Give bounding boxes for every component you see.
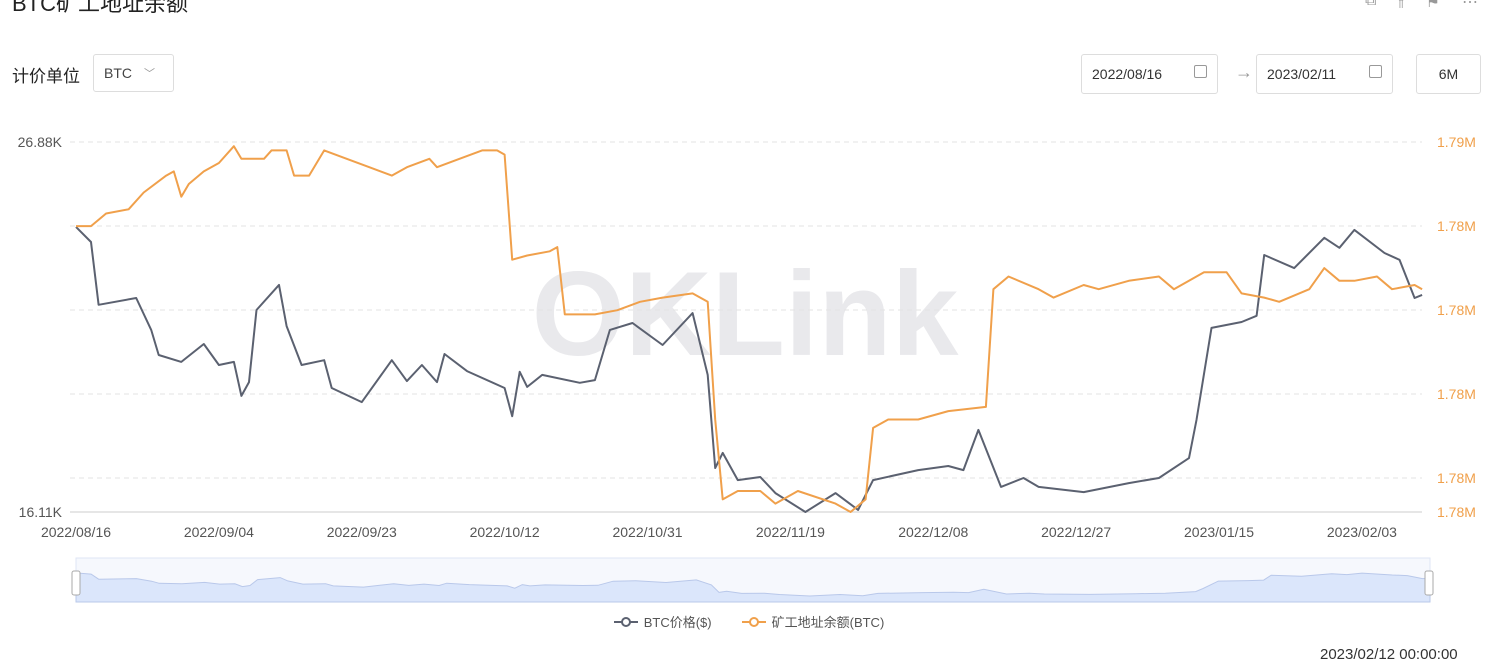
- left-axis-tick-label: 16.11K: [19, 504, 63, 520]
- x-axis-tick-label: 2022/10/31: [612, 524, 682, 540]
- calendar-icon: [1369, 65, 1382, 78]
- chevron-down-icon: ﹀: [144, 68, 155, 80]
- legend-label: BTC价格($): [643, 615, 712, 630]
- footer-timestamp: 2023/02/12 00:00:00: [1320, 646, 1458, 663]
- right-axis-tick-label: 1.78M: [1437, 470, 1476, 486]
- unit-value: BTC: [104, 65, 132, 81]
- legend: BTC价格($) 矿工地址余额(BTC): [0, 612, 1498, 631]
- x-axis-tick-label: 2022/09/23: [327, 524, 397, 540]
- legend-item-balance[interactable]: 矿工地址余额(BTC): [741, 612, 885, 631]
- legend-label: 矿工地址余额(BTC): [771, 615, 885, 630]
- x-axis-tick-label: 2022/10/12: [470, 524, 540, 540]
- right-axis-tick-label: 1.78M: [1437, 218, 1476, 234]
- left-axis-tick-label: 26.88K: [18, 134, 63, 150]
- x-axis-tick-label: 2023/02/03: [1327, 524, 1397, 540]
- right-axis-tick-label: 1.78M: [1437, 504, 1476, 520]
- compare-icon[interactable]: ⫲: [1398, 0, 1404, 9]
- x-axis-tick-label: 2022/12/27: [1041, 524, 1111, 540]
- calendar-icon: [1194, 65, 1207, 78]
- arrow-right-icon: →: [1235, 62, 1253, 82]
- end-date-value: 2023/02/11: [1267, 66, 1337, 82]
- legend-marker-icon: [741, 616, 766, 627]
- x-axis-tick-label: 2023/01/15: [1184, 524, 1254, 540]
- navigator-right-handle[interactable]: [1424, 570, 1434, 596]
- toolbar: ⧉ ⫲ ⚑ ⋯: [1365, 0, 1478, 12]
- legend-item-price[interactable]: BTC价格($): [613, 612, 712, 631]
- chart-title: BTC矿工地址余额: [12, 0, 189, 16]
- range-6m-button[interactable]: 6M: [1416, 54, 1481, 94]
- unit-label: 计价单位: [12, 67, 80, 86]
- share-icon[interactable]: ⧉: [1365, 0, 1377, 9]
- x-axis-tick-label: 2022/08/16: [41, 524, 111, 540]
- right-axis-tick-label: 1.79M: [1437, 134, 1476, 150]
- legend-marker-icon: [613, 616, 638, 627]
- start-date-input[interactable]: 2022/08/16: [1081, 54, 1218, 94]
- unit-select[interactable]: BTC ﹀: [93, 54, 174, 92]
- x-axis-tick-label: 2022/12/08: [898, 524, 968, 540]
- price-series-line: [75, 226, 1423, 513]
- end-date-input[interactable]: 2023/02/11: [1256, 54, 1393, 94]
- start-date-value: 2022/08/16: [1092, 66, 1163, 82]
- right-axis-tick-label: 1.78M: [1437, 386, 1476, 402]
- x-axis-tick-label: 2022/11/19: [756, 524, 825, 540]
- bookmark-icon[interactable]: ⚑: [1425, 0, 1440, 11]
- balance-series-line: [76, 145, 1423, 513]
- right-axis-tick-label: 1.78M: [1437, 302, 1476, 318]
- more-icon[interactable]: ⋯: [1462, 0, 1478, 11]
- x-axis-tick-label: 2022/09/04: [184, 524, 254, 540]
- navigator-area: [75, 572, 1431, 603]
- watermark: OKLink: [532, 247, 959, 381]
- navigator-left-handle[interactable]: [71, 570, 81, 596]
- chart: OKLink 1.79M 1.78M 1.78M 1.78M 1.78M 1.78M 26.…: [18, 134, 1476, 603]
